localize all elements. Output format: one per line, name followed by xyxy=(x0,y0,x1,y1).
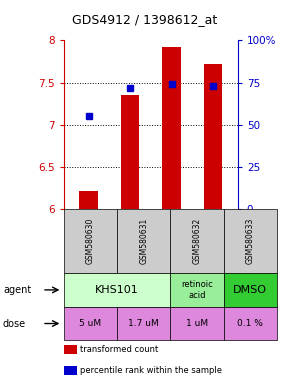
Text: retinoic
acid: retinoic acid xyxy=(181,280,213,300)
Text: KHS101: KHS101 xyxy=(95,285,139,295)
Text: GDS4912 / 1398612_at: GDS4912 / 1398612_at xyxy=(72,13,218,26)
Text: GSM580632: GSM580632 xyxy=(193,218,202,264)
Text: 0.1 %: 0.1 % xyxy=(238,319,263,328)
Bar xyxy=(204,64,222,209)
Text: transformed count: transformed count xyxy=(80,345,158,354)
Text: GSM580633: GSM580633 xyxy=(246,218,255,264)
Text: GSM580630: GSM580630 xyxy=(86,218,95,264)
Text: percentile rank within the sample: percentile rank within the sample xyxy=(80,366,222,375)
Text: 1.7 uM: 1.7 uM xyxy=(128,319,159,328)
Bar xyxy=(162,47,181,209)
Text: agent: agent xyxy=(3,285,31,295)
Bar xyxy=(79,191,98,209)
Text: DMSO: DMSO xyxy=(233,285,267,295)
Text: 5 uM: 5 uM xyxy=(79,319,102,328)
Text: dose: dose xyxy=(3,318,26,329)
Bar xyxy=(121,95,139,209)
Text: 1 uM: 1 uM xyxy=(186,319,208,328)
Text: GSM580631: GSM580631 xyxy=(139,218,148,264)
